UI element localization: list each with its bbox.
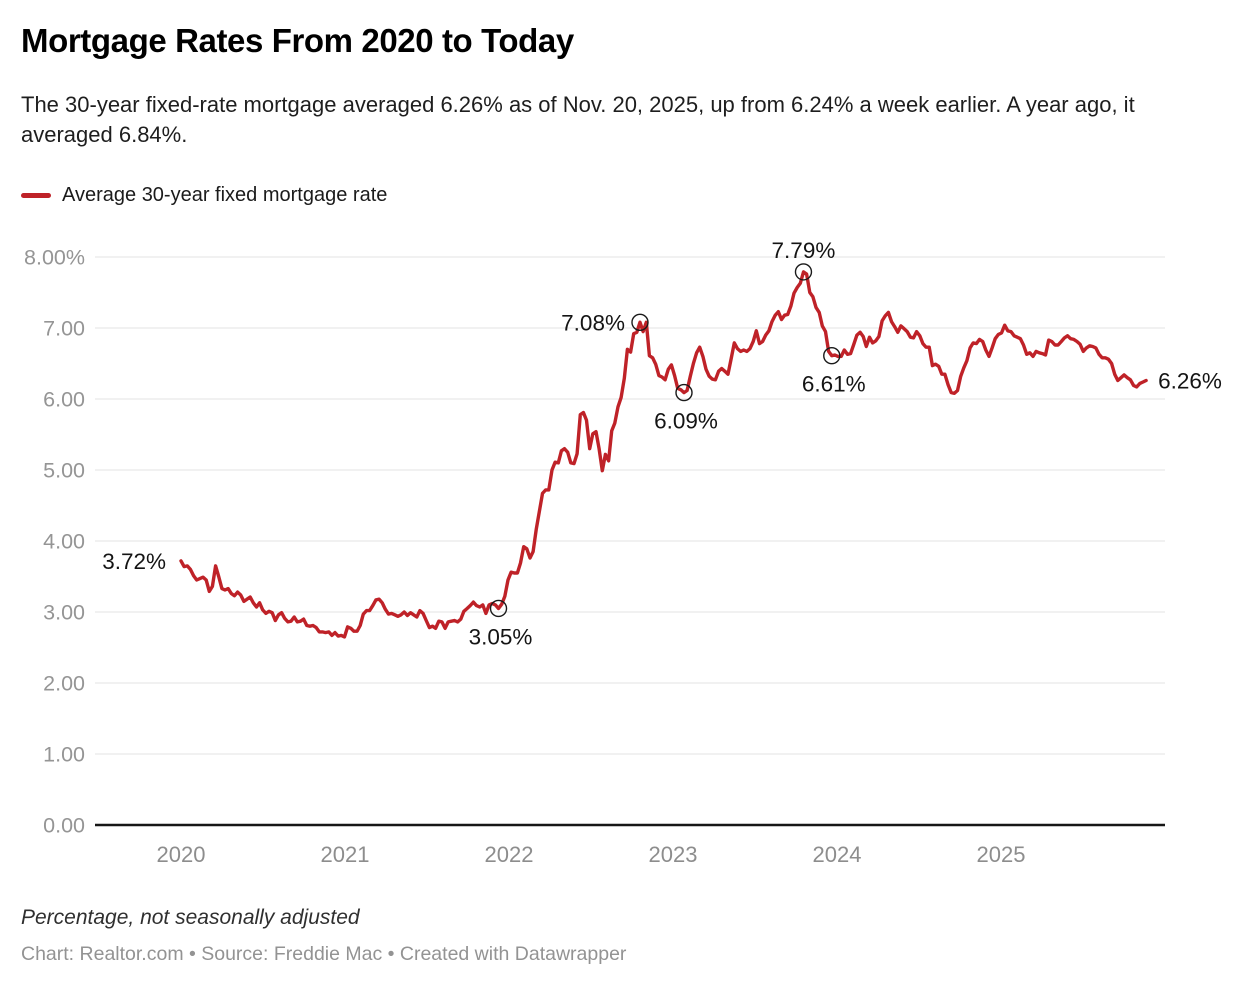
annotation-label: 3.72% xyxy=(102,549,166,574)
x-tick-label: 2021 xyxy=(321,842,370,867)
chart-footnote: Percentage, not seasonally adjusted xyxy=(21,906,360,929)
annotation-marker-circle xyxy=(631,313,649,332)
y-tick-label: 3.00 xyxy=(43,601,85,625)
y-tick-label: 4.00 xyxy=(43,530,85,554)
page-title: Mortgage Rates From 2020 to Today xyxy=(21,22,574,59)
y-tick-label: 8.00% xyxy=(24,246,85,270)
annotation-marker-circle xyxy=(675,383,693,402)
annotation-label: 6.61% xyxy=(802,372,866,397)
y-tick-label: 7.00 xyxy=(43,317,85,341)
annotation-marker-circle xyxy=(823,346,841,365)
annotation-label: 6.09% xyxy=(654,409,718,434)
legend: Average 30-year fixed mortgage rate xyxy=(21,184,387,207)
x-tick-label: 2025 xyxy=(977,842,1026,867)
x-tick-label: 2024 xyxy=(813,842,862,867)
x-tick-label: 2022 xyxy=(485,842,534,867)
annotation-marker-circle xyxy=(489,599,508,618)
annotation-marker-circle xyxy=(794,263,813,281)
legend-label: Average 30-year fixed mortgage rate xyxy=(62,184,388,206)
mortgage-rate-line xyxy=(179,270,1148,639)
annotation-label: 7.08% xyxy=(561,310,625,335)
annotation-label: 3.05% xyxy=(469,624,533,649)
annotation-label: 6.26% xyxy=(1158,369,1222,394)
x-tick-label: 2020 xyxy=(157,842,206,867)
y-tick-label: 5.00 xyxy=(43,459,85,483)
annotation-label: 7.79% xyxy=(772,238,836,263)
x-tick-label: 2023 xyxy=(649,842,698,867)
chart-description: The 30-year fixed-rate mortgage averaged… xyxy=(21,92,1135,148)
chart-byline: Chart: Realtor.com • Source: Freddie Mac… xyxy=(21,943,627,965)
y-tick-label: 0.00 xyxy=(43,814,85,838)
y-tick-label: 2.00 xyxy=(43,672,85,696)
legend-line-swatch-icon xyxy=(21,193,51,198)
y-tick-label: 1.00 xyxy=(43,743,85,767)
mortgage-rate-chart: 8.00% 7.00 6.00 5.00 4.00 3.00 2.00 1.00 0.00 202… xyxy=(24,238,1222,867)
y-tick-label: 6.00 xyxy=(43,388,85,412)
